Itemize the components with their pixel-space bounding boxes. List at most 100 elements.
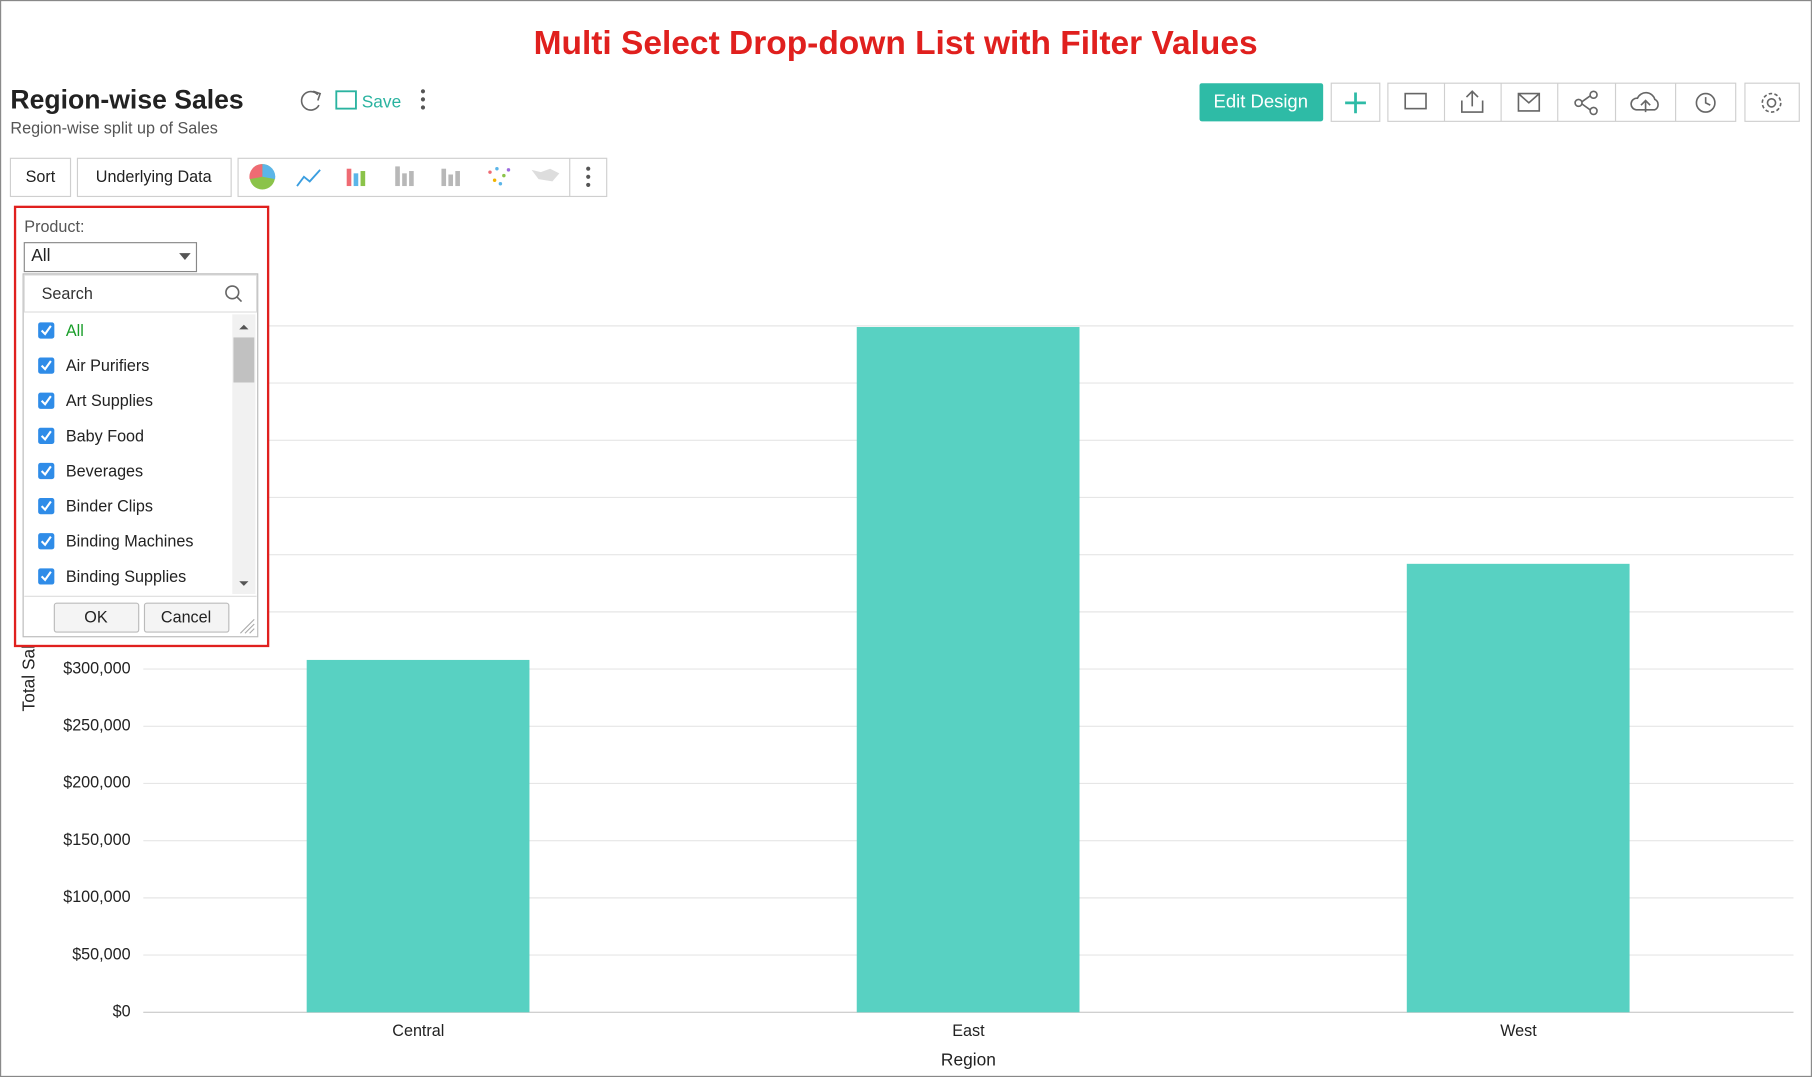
checkbox bbox=[38, 357, 55, 374]
filter-label: Product: bbox=[24, 218, 84, 236]
chart-type-bar bbox=[237, 157, 608, 198]
check-mark bbox=[40, 360, 52, 371]
edit-design-label: Edit Design bbox=[1214, 91, 1308, 112]
underlying-data-button[interactable]: Underlying Data bbox=[76, 157, 232, 198]
scrollbar[interactable] bbox=[232, 314, 256, 594]
checkbox bbox=[38, 568, 55, 585]
filter-selected: All bbox=[31, 245, 50, 265]
mail-icon[interactable] bbox=[1517, 92, 1541, 112]
product-filter: Product: All Search All Air Purifiers Art … bbox=[13, 205, 270, 648]
bar bbox=[856, 327, 1080, 1013]
save-icon bbox=[335, 90, 357, 110]
option-label: All bbox=[66, 322, 84, 340]
option-label: Art Supplies bbox=[66, 392, 153, 410]
y-tick-label: $250,000 bbox=[63, 717, 130, 735]
checkbox bbox=[38, 533, 55, 550]
check-mark bbox=[40, 571, 52, 582]
option-label: Beverages bbox=[66, 462, 143, 480]
x-tick-label: East bbox=[952, 1022, 985, 1040]
check-mark bbox=[40, 536, 52, 547]
option-label: Air Purifiers bbox=[66, 357, 149, 375]
y-tick-label: $150,000 bbox=[63, 831, 130, 849]
add-button[interactable] bbox=[1330, 82, 1381, 122]
check-mark bbox=[40, 430, 52, 441]
filter-option[interactable]: Binding Supplies bbox=[38, 568, 186, 586]
annotation: Multi Select Drop-down List with Filter … bbox=[534, 25, 1258, 62]
bar bbox=[1406, 563, 1630, 1013]
search-box[interactable]: Search bbox=[23, 274, 258, 313]
check-mark bbox=[40, 395, 52, 406]
checkbox bbox=[38, 322, 55, 339]
x-axis-label: Region bbox=[941, 1049, 996, 1069]
comment-icon[interactable] bbox=[1404, 92, 1427, 110]
icon-group bbox=[1387, 82, 1737, 122]
x-tick-label: Central bbox=[392, 1022, 444, 1040]
save-label: Save bbox=[362, 91, 401, 111]
y-tick-label: $0 bbox=[113, 1003, 131, 1021]
option-label: Binder Clips bbox=[66, 498, 153, 516]
edit-design-bg bbox=[1199, 83, 1324, 122]
stacked-type[interactable] bbox=[395, 166, 414, 187]
y-axis-label: Total Sales bbox=[19, 626, 39, 711]
filter-option[interactable]: Baby Food bbox=[38, 427, 144, 445]
bar bbox=[306, 659, 530, 1013]
report-title: Region-wise Sales bbox=[10, 85, 243, 115]
pie-type[interactable] bbox=[249, 164, 276, 190]
resize-handle bbox=[239, 618, 255, 634]
check-mark bbox=[40, 325, 52, 336]
export-icon[interactable] bbox=[1461, 90, 1484, 113]
option-label: Binding Machines bbox=[66, 533, 194, 551]
search-placeholder: Search bbox=[42, 285, 93, 303]
check-mark bbox=[40, 500, 52, 512]
checkbox bbox=[38, 498, 55, 515]
line-type[interactable] bbox=[296, 169, 321, 187]
refresh-arrow bbox=[312, 90, 322, 101]
upload-icon[interactable] bbox=[1630, 91, 1659, 113]
share-icon[interactable] bbox=[1574, 90, 1598, 116]
checkbox bbox=[38, 462, 55, 480]
chart: $0 $50,000 $100,000 $150,000 $200,000 $250,00… bbox=[19, 316, 1794, 1069]
checkbox bbox=[38, 392, 55, 409]
underlying-data-label: Underlying Data bbox=[96, 168, 212, 186]
more-menu[interactable] bbox=[420, 89, 426, 110]
map-type[interactable] bbox=[531, 168, 560, 182]
dropdown bbox=[22, 273, 259, 638]
check-mark bbox=[40, 465, 52, 477]
ok-button[interactable]: OK bbox=[53, 602, 140, 633]
report-subtitle: Region-wise split up of Sales bbox=[10, 120, 217, 138]
filter-select[interactable]: All bbox=[23, 242, 198, 273]
filter-option[interactable]: Air Purifiers bbox=[38, 357, 149, 375]
cancel-button[interactable]: Cancel bbox=[143, 602, 230, 633]
x-tick-label: West bbox=[1500, 1022, 1537, 1040]
filter-option[interactable]: Binding Machines bbox=[38, 533, 193, 551]
highlight-box bbox=[13, 205, 270, 648]
settings-button[interactable] bbox=[1744, 82, 1800, 122]
ok-label: OK bbox=[84, 609, 108, 627]
refresh-button[interactable] bbox=[300, 90, 322, 111]
refresh-icon bbox=[300, 90, 320, 111]
y-tick-label: $50,000 bbox=[72, 945, 130, 963]
y-tick-label: $300,000 bbox=[63, 659, 130, 677]
option-label: Binding Supplies bbox=[66, 568, 186, 586]
filter-option[interactable]: Beverages bbox=[38, 462, 143, 480]
save-button[interactable]: Save bbox=[335, 90, 401, 111]
bar-type[interactable] bbox=[346, 168, 366, 187]
checkbox bbox=[38, 427, 55, 444]
cancel-label: Cancel bbox=[161, 609, 211, 627]
sort-label: Sort bbox=[26, 168, 56, 186]
scatter-type[interactable] bbox=[488, 166, 511, 186]
chart-type-more[interactable] bbox=[586, 166, 591, 187]
schedule-icon[interactable] bbox=[1695, 92, 1716, 113]
y-tick-label: $200,000 bbox=[63, 774, 130, 792]
edit-design-button[interactable]: Edit Design bbox=[1199, 83, 1324, 122]
filter-option[interactable]: All bbox=[38, 322, 84, 340]
item-list: All Air Purifiers Art Supplies Baby Food Bev… bbox=[38, 322, 193, 586]
action-icons bbox=[1387, 82, 1737, 122]
y-tick-label: $100,000 bbox=[63, 888, 130, 906]
filter-option[interactable]: Art Supplies bbox=[38, 392, 153, 410]
combo-type[interactable] bbox=[441, 168, 460, 187]
sort-button[interactable]: Sort bbox=[9, 157, 72, 198]
filter-option[interactable]: Binder Clips bbox=[38, 498, 153, 516]
